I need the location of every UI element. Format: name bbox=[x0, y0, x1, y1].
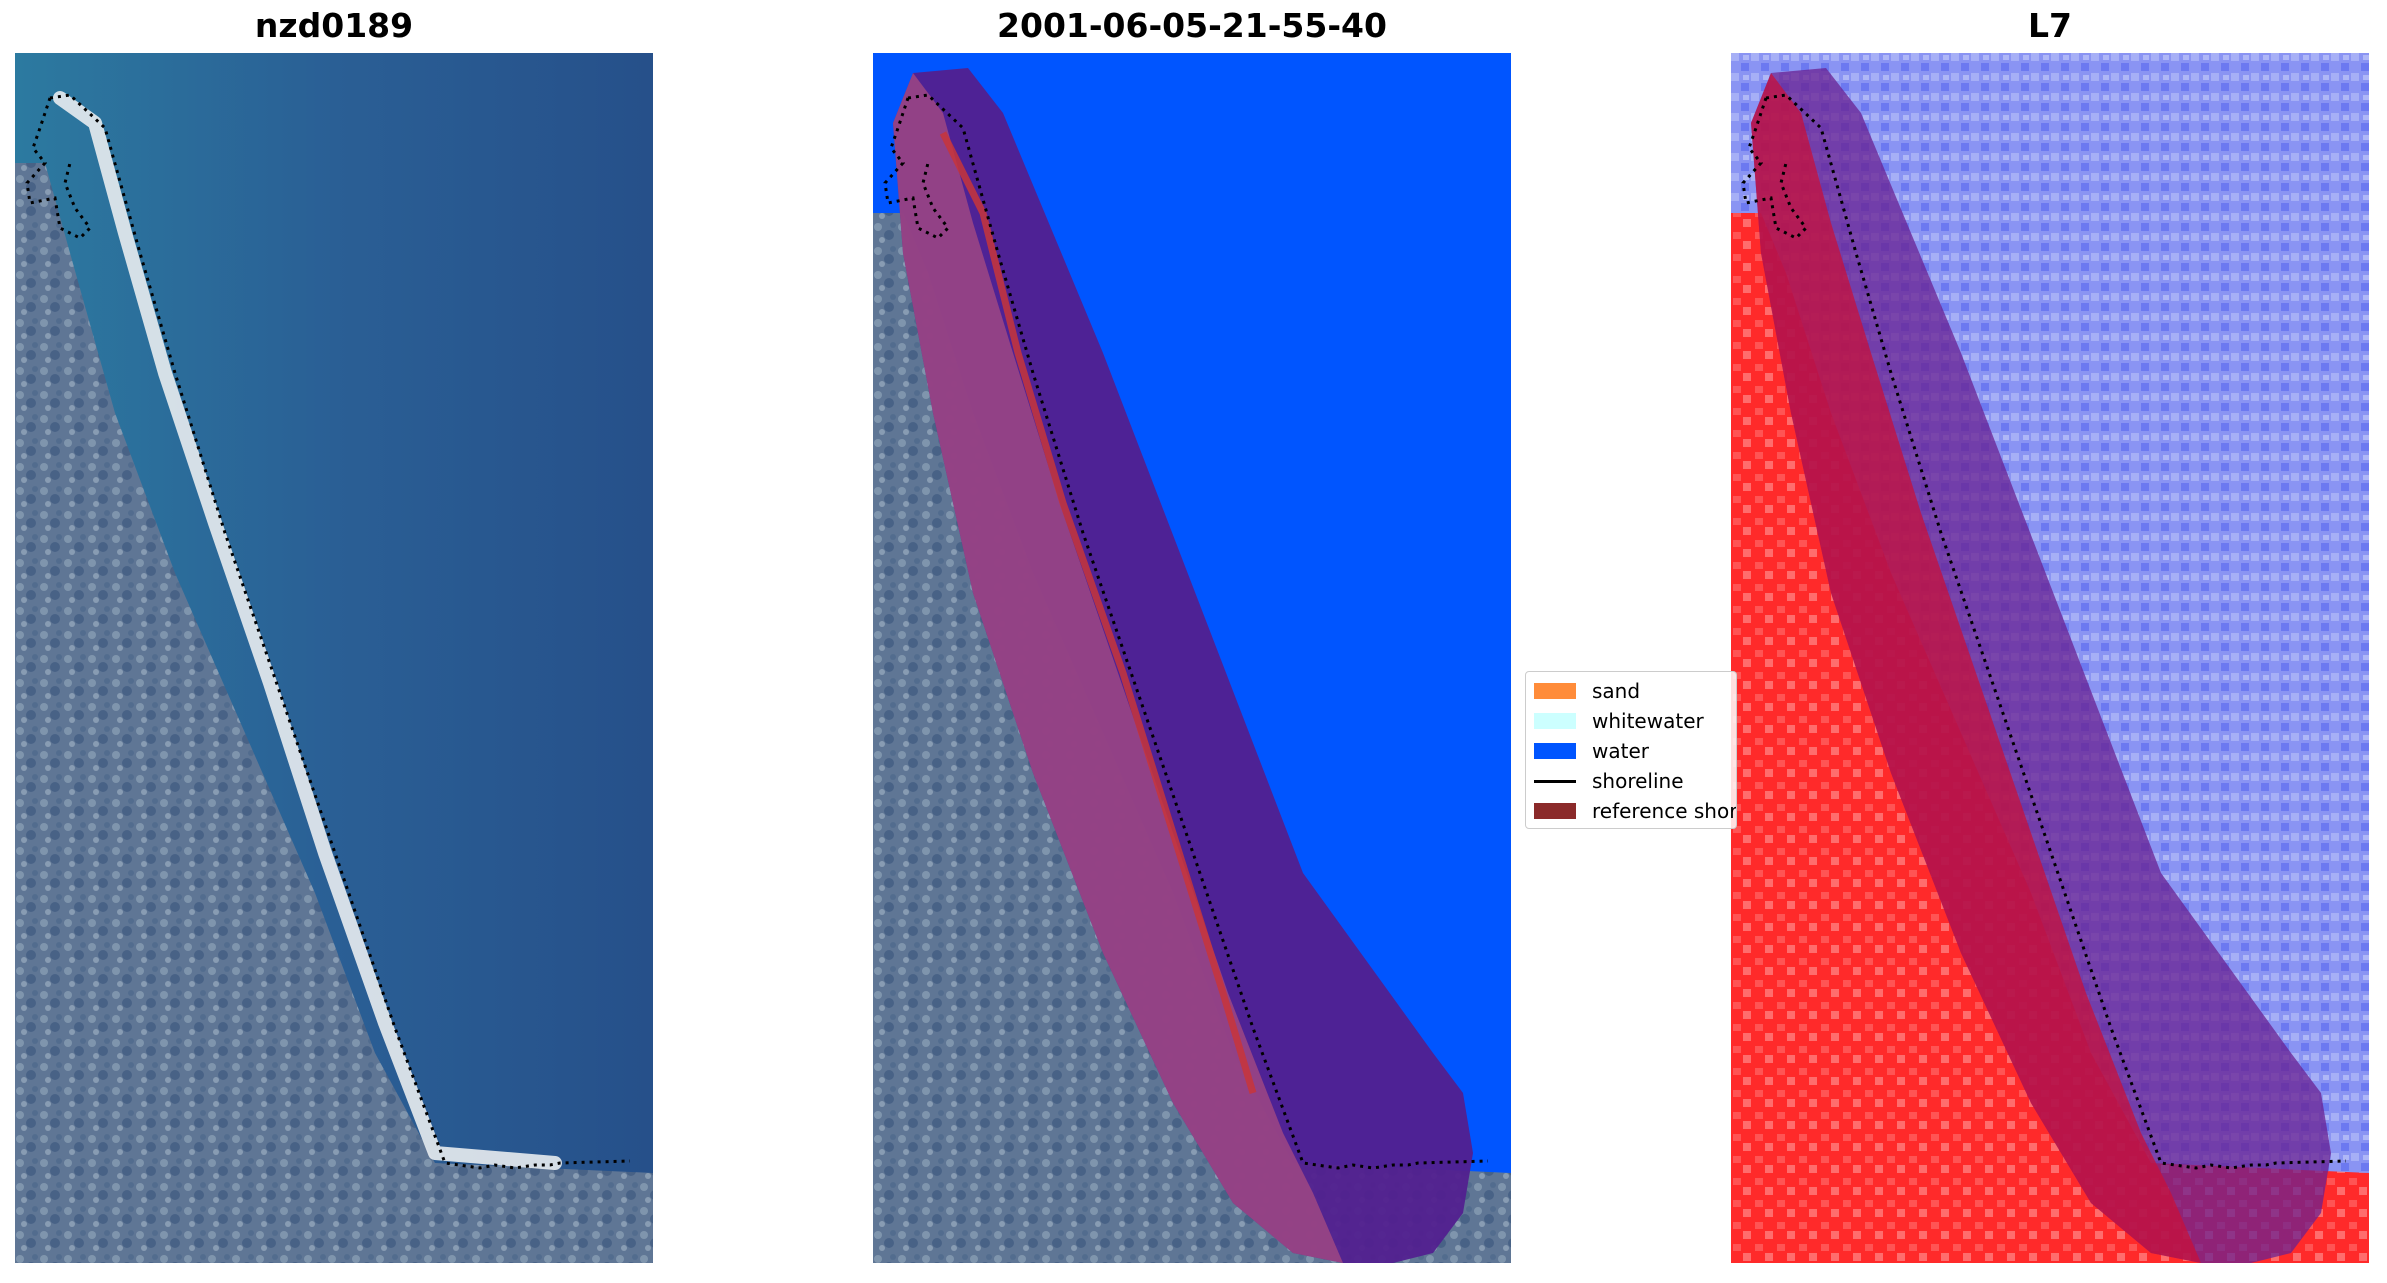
legend-item-water: water bbox=[1534, 738, 1649, 764]
classification-panel bbox=[873, 53, 1511, 1263]
legend-swatch-water bbox=[1534, 743, 1576, 759]
shoreline-hook bbox=[1741, 97, 1808, 240]
legend-item-whitewater: whitewater bbox=[1534, 708, 1704, 734]
classification-image bbox=[873, 53, 1511, 1263]
shoreline bbox=[49, 93, 631, 1170]
reference-shoreline-buffer bbox=[1751, 68, 2331, 1263]
reference-shoreline-buffer bbox=[893, 68, 1473, 1263]
sand-patches bbox=[939, 131, 1257, 1095]
land-area bbox=[15, 163, 653, 1263]
legend-swatch-whitewater bbox=[1534, 713, 1576, 729]
legend-swatch-reference-buffer bbox=[1534, 803, 1576, 819]
legend-label-whitewater: whitewater bbox=[1592, 709, 1704, 733]
land-index-area bbox=[1731, 213, 2369, 1263]
legend-item-reference-buffer: reference shoreline buffer bbox=[1534, 798, 1737, 824]
legend-item-sand: sand bbox=[1534, 678, 1640, 704]
land-area bbox=[873, 213, 1511, 1263]
index-image bbox=[1731, 53, 2369, 1263]
shoreline bbox=[1765, 93, 2347, 1170]
buffer-landward bbox=[893, 73, 1343, 1263]
panel-title-index: L7 bbox=[2028, 6, 2072, 45]
index-panel bbox=[1731, 53, 2369, 1263]
legend-label-sand: sand bbox=[1592, 679, 1641, 703]
legend-swatch-sand bbox=[1534, 683, 1576, 699]
shoreline-hook bbox=[883, 97, 950, 240]
legend-swatch-shoreline bbox=[1534, 779, 1576, 783]
shoreline bbox=[907, 93, 1489, 1170]
legend: sand whitewater water shoreline referenc… bbox=[1525, 671, 1737, 829]
panel-title-classification: 2001-06-05-21-55-40 bbox=[997, 6, 1387, 45]
legend-label-water: water bbox=[1592, 739, 1649, 763]
legend-item-shoreline: shoreline bbox=[1534, 768, 1684, 794]
legend-label-reference-buffer: reference shoreline buffer bbox=[1592, 799, 1737, 823]
rgb-image bbox=[15, 53, 653, 1263]
shoreline-hook bbox=[25, 97, 92, 240]
panel-title-rgb: nzd0189 bbox=[254, 6, 414, 45]
buffer-landward bbox=[1751, 73, 2201, 1263]
legend-label-shoreline: shoreline bbox=[1592, 769, 1684, 793]
beach-strip bbox=[53, 91, 562, 1170]
rgb-image-panel bbox=[15, 53, 653, 1263]
